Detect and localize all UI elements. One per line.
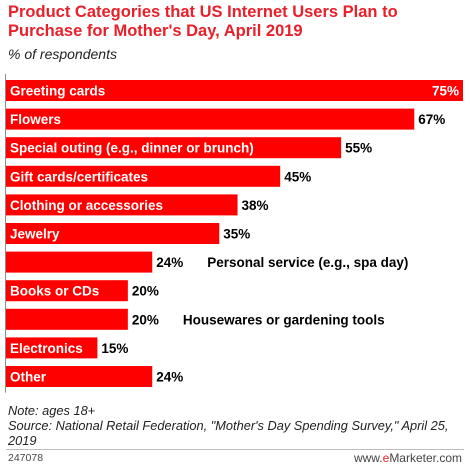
category-label-5: Jewelry xyxy=(10,227,60,242)
category-label-8: Housewares or gardening tools xyxy=(183,312,385,327)
category-label-10: Other xyxy=(10,370,47,385)
bar-9 xyxy=(6,337,98,359)
bar-0 xyxy=(6,80,463,101)
category-label-2: Special outing (e.g., dinner or brunch) xyxy=(10,141,254,156)
chart-subtitle: % of respondents xyxy=(8,46,117,62)
category-label-7: Books or CDs xyxy=(10,284,99,299)
bar-7 xyxy=(6,280,128,302)
value-label-7: 20% xyxy=(132,284,159,299)
bar-6 xyxy=(6,251,153,273)
value-label-8: 20% xyxy=(132,312,159,327)
bar-3 xyxy=(6,165,281,187)
value-label-2: 55% xyxy=(345,141,372,156)
category-label-4: Clothing or accessories xyxy=(10,198,163,213)
bar-2 xyxy=(6,137,342,159)
chart-id: 247078 xyxy=(8,452,44,464)
note-text: Note: ages 18+ xyxy=(8,403,96,418)
brand-e: e xyxy=(382,451,390,465)
chart-title: Product Categories that US Internet User… xyxy=(8,3,398,40)
category-label-3: Gift cards/certificates xyxy=(10,169,148,184)
value-label-4: 38% xyxy=(242,198,269,213)
brand-prefix: www. xyxy=(353,451,383,465)
value-label-1: 67% xyxy=(418,112,445,127)
chart-notes: Note: ages 18+ Source: National Retail F… xyxy=(8,403,463,448)
footer-divider xyxy=(6,449,464,450)
value-label-9: 15% xyxy=(101,341,128,356)
bar-chart: Greeting cards 75% Flowers 67% Special outin… xyxy=(5,74,463,393)
value-label-10: 24% xyxy=(156,370,183,385)
value-label-5: 35% xyxy=(223,227,250,242)
brand-link[interactable]: www.eMarketer.com xyxy=(354,451,462,465)
category-label-6: Personal service (e.g., spa day) xyxy=(207,255,408,270)
bar-10 xyxy=(6,366,153,387)
bar-8 xyxy=(6,308,128,330)
source-text: Source: National Retail Federation, "Mot… xyxy=(8,418,449,448)
value-label-0: 75% xyxy=(432,84,459,99)
category-label-0: Greeting cards xyxy=(10,84,105,99)
category-label-9: Electronics xyxy=(10,341,83,356)
value-label-3: 45% xyxy=(284,169,311,184)
bar-5 xyxy=(6,223,220,244)
bar-1 xyxy=(6,108,415,130)
category-label-1: Flowers xyxy=(10,112,61,127)
bar-4 xyxy=(6,194,238,216)
brand-rest: Marketer.com xyxy=(389,451,462,465)
value-label-6: 24% xyxy=(156,255,183,270)
